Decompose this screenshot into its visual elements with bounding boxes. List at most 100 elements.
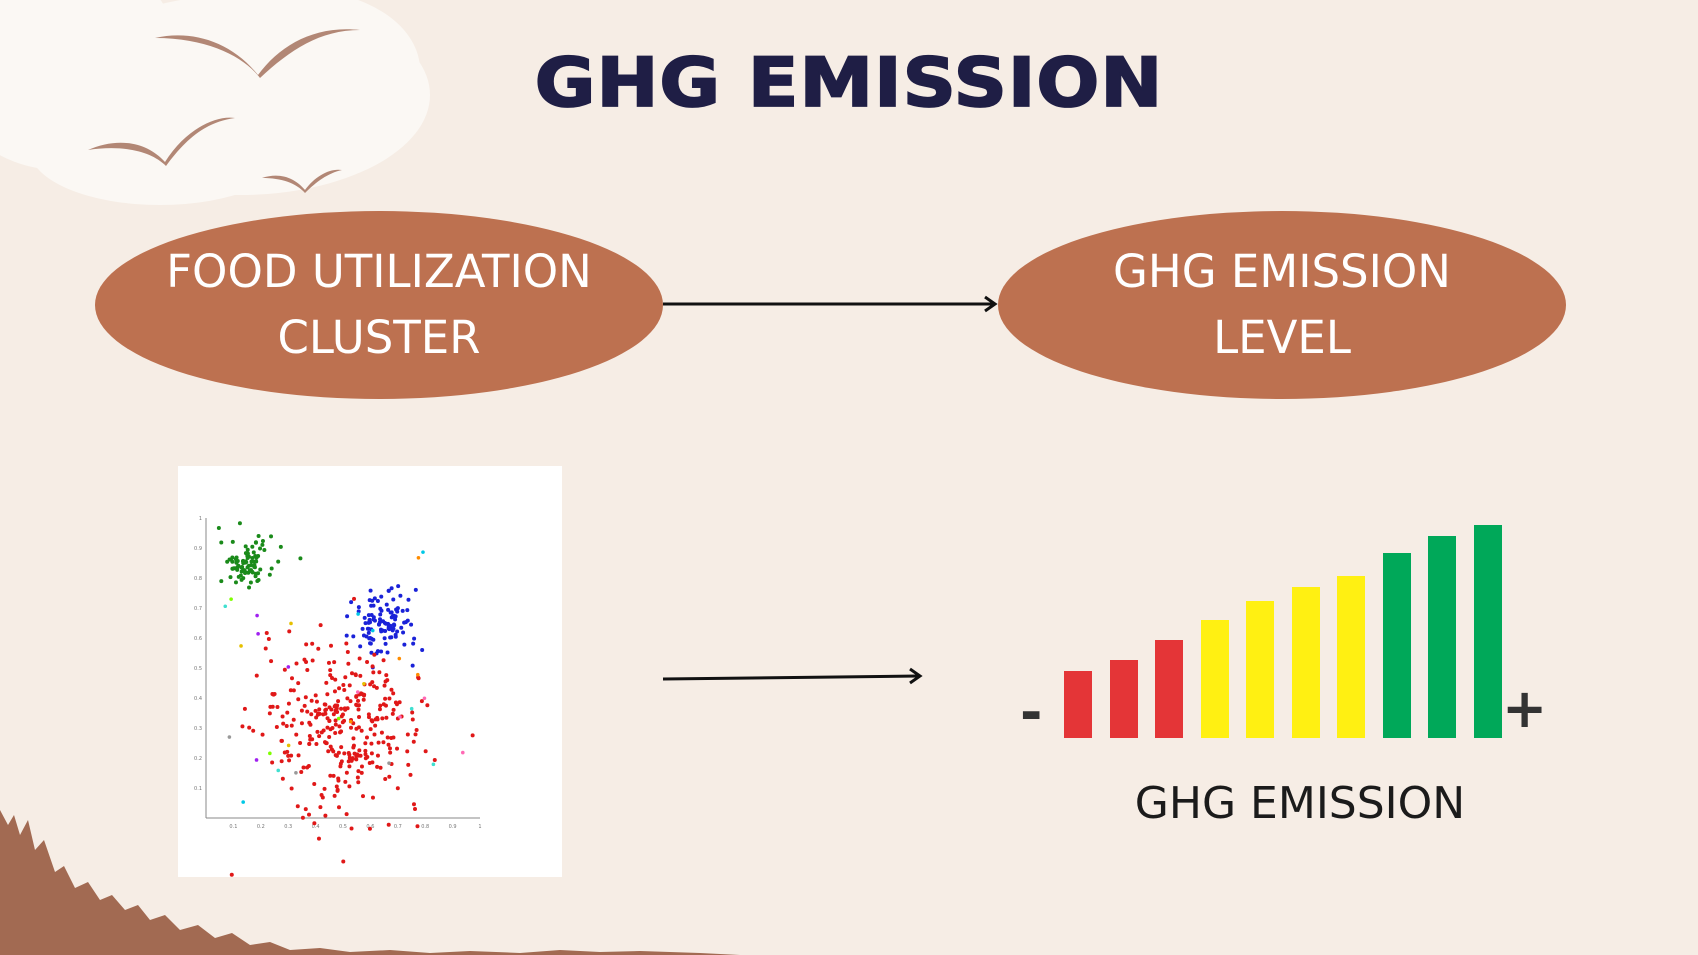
scatter-point [363, 741, 368, 746]
scatter-point [304, 642, 309, 647]
scatter-point [253, 571, 258, 576]
scatter-point [358, 644, 363, 649]
scatter-point [381, 702, 386, 707]
scatter-point [333, 708, 338, 713]
scatter-point [280, 714, 285, 719]
scatter-point [233, 580, 238, 585]
scatter-point [385, 735, 390, 740]
scatter-point [364, 735, 369, 740]
scatter-point [409, 622, 414, 627]
scatter-point [269, 659, 274, 664]
scatter-point [349, 600, 354, 605]
scatter-point [375, 715, 380, 720]
scatter-point [304, 659, 309, 664]
scatter-point [378, 765, 383, 770]
scatter-point [420, 647, 425, 652]
scatter-point [307, 812, 312, 817]
scatter-point [470, 733, 475, 738]
scatter-point [368, 641, 373, 646]
scatter-point [326, 749, 331, 754]
scatter-point [372, 596, 377, 601]
scatter-point [332, 689, 337, 694]
scatter-point [389, 615, 394, 620]
scatter-point [310, 641, 315, 646]
scatter-point [386, 607, 391, 612]
scatter-point [264, 630, 269, 635]
scatter-point [394, 702, 399, 707]
scatter-point [252, 559, 257, 564]
scatter-point [324, 707, 329, 712]
scatter-point [245, 555, 250, 560]
scatter-point [354, 757, 359, 762]
scatter-point [286, 701, 291, 706]
scatter-point [379, 649, 384, 654]
scatter-point [344, 770, 349, 775]
scatter-point [335, 788, 340, 793]
scatter-point [382, 683, 387, 688]
scatter-point [367, 618, 372, 623]
scatter-point [256, 632, 260, 636]
scatter-point [412, 636, 417, 641]
y-tick-label: 1 [199, 516, 202, 522]
scatter-point [327, 735, 332, 740]
scatter-point [336, 699, 341, 704]
scatter-point [411, 802, 416, 807]
scatter-point [380, 716, 385, 721]
scatter-point [356, 703, 361, 708]
scatter-point [296, 681, 301, 686]
scatter-point [251, 550, 256, 555]
scatter-point [241, 558, 246, 563]
scatter-point [312, 821, 317, 826]
scatter-point [356, 780, 361, 785]
scatter-point [319, 792, 324, 797]
scatter-point [276, 559, 281, 564]
scatter-point [337, 724, 342, 729]
scatter-point [361, 697, 366, 702]
scatter-point [402, 642, 407, 647]
scatter-point [460, 750, 465, 755]
scatter-point [223, 604, 228, 609]
scatter-point [342, 718, 347, 723]
scatter-point [227, 557, 232, 562]
scatter-point [316, 711, 321, 716]
scatter-point [252, 564, 257, 569]
scatter-point [425, 703, 430, 708]
scatter-point [230, 566, 235, 571]
scatter-point [409, 706, 414, 711]
scatter-point [289, 723, 294, 728]
scatter-point [389, 586, 394, 591]
scatter-point [329, 643, 334, 648]
scatter-point [338, 730, 343, 735]
scatter-point [358, 673, 363, 678]
scatter-point [343, 675, 348, 680]
scatter-point [323, 813, 328, 818]
scatter-point [393, 614, 398, 619]
scatter-point [366, 715, 371, 720]
scatter-point [307, 741, 312, 746]
scatter-point [323, 740, 328, 745]
scatter-point [382, 636, 387, 641]
scatter-point [305, 709, 310, 714]
scatter-point [256, 577, 261, 582]
scatter-point [317, 707, 322, 712]
scatter-point [342, 751, 347, 756]
scatter-point [414, 728, 419, 733]
scatter-point [333, 718, 338, 723]
scatter-point [281, 721, 286, 726]
scatter-point [276, 768, 281, 773]
scatter-point [244, 560, 249, 565]
scatter-point [219, 540, 224, 545]
scatter-point [255, 613, 259, 618]
scatter-point [384, 715, 389, 720]
scatter-point [294, 661, 299, 666]
scatter-point [305, 765, 310, 770]
scatter-point [363, 621, 368, 626]
scatter-point [279, 738, 284, 743]
scatter-point [275, 704, 280, 709]
scatter-point [353, 673, 358, 678]
scatter-point [268, 704, 273, 709]
scatter-point [371, 637, 376, 642]
scatter-point [352, 596, 357, 601]
scatter-point [328, 744, 333, 749]
